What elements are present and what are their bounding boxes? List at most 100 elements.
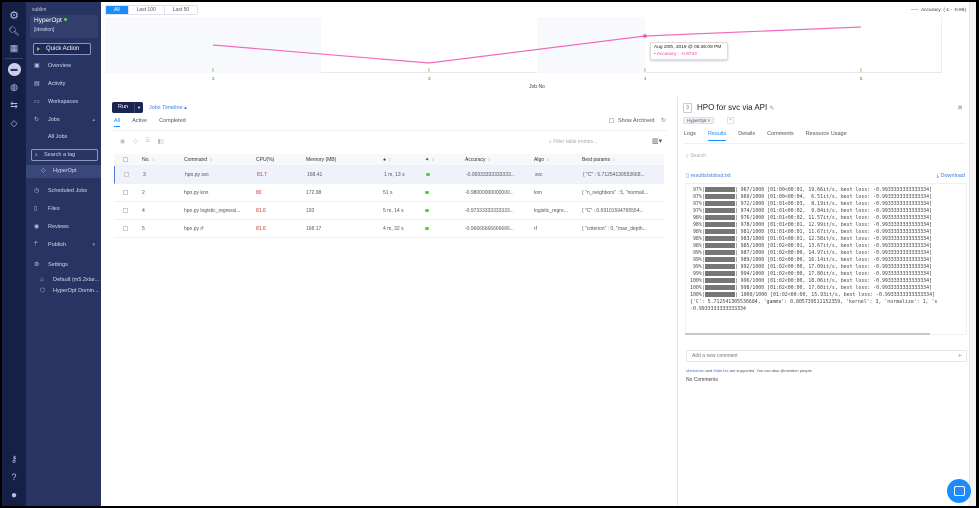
row-checkbox[interactable] <box>123 208 128 213</box>
row-checkbox[interactable] <box>123 226 128 231</box>
no-comments-text: No Comments <box>686 377 718 383</box>
send-icon[interactable]: ➤ <box>957 353 962 359</box>
log-line: 99%| | 992/1000 [01:02<00:00, 17.09it/s, … <box>690 264 933 270</box>
search-icon[interactable]: 🔍︎ <box>8 25 20 36</box>
row-checkbox[interactable] <box>124 172 129 177</box>
range-last-50-button[interactable]: Last 50 <box>172 7 190 13</box>
x-tick: 5 <box>860 76 863 81</box>
overview-icon: ▣ <box>34 63 40 69</box>
checkbox[interactable] <box>609 118 614 123</box>
jobs-panel: Run ▼ Jobs Timeline ▴ All Active Complete… <box>101 97 677 506</box>
run-dropdown-caret-icon[interactable]: ▼ <box>134 102 143 113</box>
filter-table-input[interactable]: ⌕ Filter table entries... <box>549 139 598 145</box>
switch-icon[interactable]: ⇆ <box>10 99 18 110</box>
col-status[interactable]: ✦ ⇕ <box>425 157 435 163</box>
mathjax-link[interactable]: MathJax <box>713 368 729 373</box>
table-row[interactable]: 5 hpo.py rf 81.6 168.17 4 m, 32 s -0.966… <box>114 220 664 238</box>
sidebar-item-tag-hyperopt[interactable]: ◇ HyperOpt <box>26 165 101 178</box>
progress-bar <box>704 285 735 290</box>
show-archived-checkbox[interactable]: Show Archived <box>609 118 654 124</box>
download-button[interactable]: ⤓ Download <box>936 173 965 179</box>
sidebar-item-environment[interactable]: ⬡ HyperOpt Domin... <box>26 285 101 297</box>
range-last-100-button[interactable]: Last 100 <box>129 6 165 14</box>
compare-icon[interactable]: ▮▯ <box>157 139 165 145</box>
table-row[interactable]: 3 hpo.py svc 81.7 168.41 1 m, 13 s -0.99… <box>114 166 664 184</box>
select-all-checkbox[interactable] <box>123 157 128 162</box>
run-button[interactable]: Run ▼ <box>112 102 143 113</box>
tab-all[interactable]: All <box>114 118 121 127</box>
col-command[interactable]: Command ⇕ <box>184 157 213 163</box>
project-stage: [ideation] <box>34 27 55 33</box>
status-complete-icon <box>426 172 430 176</box>
range-all-button[interactable]: All <box>106 6 129 14</box>
archive-icon[interactable]: ⌸ <box>145 138 150 144</box>
user-avatar-icon[interactable]: ● <box>10 489 18 501</box>
sidebar-item-files[interactable]: ▯ Files <box>26 203 101 215</box>
search-tag-input[interactable]: ⌕ Search a tag <box>31 149 98 161</box>
table-row[interactable]: 2 hpo.py knn 80 172.98 51 s -0.980000000… <box>114 184 664 202</box>
sidebar-item-all-jobs[interactable]: All Jobs <box>48 134 68 140</box>
sidebar-item-publish[interactable]: ⍑ Publish ▾ <box>26 239 101 251</box>
jobs-timeline-toggle[interactable]: Jobs Timeline ▴ <box>149 105 187 111</box>
chat-support-button[interactable] <box>947 479 971 503</box>
tag-chip[interactable]: HyperOpt × <box>683 117 715 124</box>
stop-icon[interactable]: ◉ <box>120 139 126 145</box>
tab-resource-usage[interactable]: Resource Usage <box>805 131 847 137</box>
help-icon[interactable]: ? <box>11 472 17 482</box>
logo-icon[interactable]: ⚙ <box>9 9 19 22</box>
sidebar-item-settings[interactable]: ⚙ Settings <box>26 259 101 271</box>
tag-icon[interactable]: ◇ <box>10 117 18 128</box>
projects-icon[interactable]: ▬ <box>2 60 26 78</box>
sidebar-item-workspaces[interactable]: ▭ Workspaces <box>26 96 101 108</box>
apps-grid-icon[interactable]: ▦ <box>9 42 19 53</box>
jobs-table: No. ⇕ Command ⇕ CPU(%) Memory (MB) ● ⇕ ✦ ⇕ A… <box>114 154 664 238</box>
tab-logs[interactable]: Logs <box>684 131 696 137</box>
chart-tooltip: Aug 20th, 2019 @ 05:36:08 PM • Accuracy … <box>650 42 728 60</box>
edit-pencil-icon[interactable]: ✎ <box>769 106 775 112</box>
progress-bar <box>704 243 735 248</box>
refresh-icon[interactable]: ↻ <box>661 118 667 124</box>
sidebar-item-jobs[interactable]: ↻ Jobs ▴ <box>26 114 101 126</box>
quick-action-button[interactable]: Quick Action <box>33 43 91 55</box>
col-algo[interactable]: Algo ⇕ <box>534 157 550 163</box>
plot-area[interactable] <box>105 17 942 73</box>
cube-icon: ⬡ <box>40 288 46 294</box>
results-file-link[interactable]: ▯ results/stdout.txt <box>686 173 731 179</box>
add-tag-button[interactable]: + <box>727 117 734 124</box>
tab-active[interactable]: Active <box>132 118 148 124</box>
tab-results[interactable]: Results <box>707 131 727 141</box>
chevron-down-icon: ▾ <box>92 242 95 248</box>
sidebar-item-activity[interactable]: ▤ Activity <box>26 78 101 90</box>
results-search-input[interactable]: ⌕ Search <box>686 153 707 159</box>
tab-details[interactable]: Details <box>738 131 756 137</box>
comment-input[interactable]: Add a new comment ➤ <box>686 350 967 362</box>
gear-icon: ⚙ <box>34 262 40 268</box>
log-horizontal-scrollbar[interactable] <box>685 333 930 335</box>
table-row[interactable]: 4 hpo.py logistic_regressi... 81.6 193 5… <box>114 202 664 220</box>
x-tick: 3 <box>428 76 431 81</box>
col-best-params[interactable]: Best params ⇕ <box>582 157 616 163</box>
close-icon[interactable]: ✕ <box>957 105 963 112</box>
markdown-link[interactable]: Markdown <box>686 368 705 373</box>
sidebar-item-overview[interactable]: ▣ Overview <box>26 60 101 72</box>
tab-comments[interactable]: Comments <box>767 131 794 137</box>
results-log-output[interactable]: 97%| | 967/1000 [01:00<00:01, 19.66it/s, … <box>685 183 967 335</box>
tag-icon[interactable]: ◇ <box>133 139 138 145</box>
sidebar-item-scheduled-jobs[interactable]: ◷ Scheduled Jobs <box>26 185 101 197</box>
progress-bar <box>704 215 735 220</box>
key-icon[interactable]: ⚷ <box>10 453 18 464</box>
chart-legend[interactable]: Accuracy: (-1 - -0.96) <box>910 8 966 13</box>
col-duration[interactable]: ● ⇕ <box>383 157 392 163</box>
project-switcher[interactable]: HyperOpt [ideation] <box>30 15 98 38</box>
column-picker-icon[interactable]: ▥▾ <box>652 138 663 145</box>
project-sidebar: sublim HyperOpt [ideation] Quick Action … <box>26 2 101 506</box>
col-no[interactable]: No. ⇕ <box>142 157 156 163</box>
tab-completed[interactable]: Completed <box>159 118 186 124</box>
row-checkbox[interactable] <box>123 190 128 195</box>
sidebar-item-hardware-tier[interactable]: ⌂ Default (m5.2xlar... <box>26 274 101 286</box>
col-accuracy[interactable]: Accuracy ⇕ <box>465 157 491 163</box>
globe-icon[interactable]: ◍ <box>10 81 18 92</box>
sidebar-item-reviews[interactable]: ◉ Reviews <box>26 221 101 233</box>
log-line: 97%| | 967/1000 [01:00<00:01, 19.66it/s, … <box>690 187 933 193</box>
page-scrollbar[interactable] <box>969 2 976 506</box>
